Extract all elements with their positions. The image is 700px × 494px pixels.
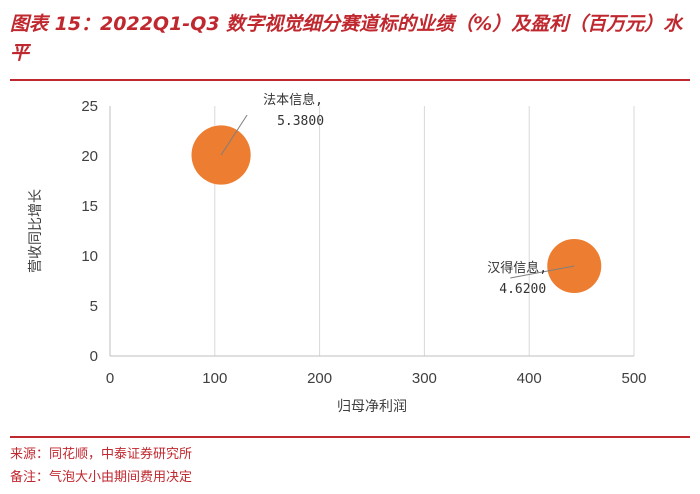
x-tick-label: 200 [307, 370, 332, 387]
y-tick-labels: 0 5 10 15 20 25 [81, 98, 98, 365]
leader-line [220, 114, 248, 156]
x-tick-label: 400 [517, 370, 542, 387]
gridlines [214, 106, 635, 356]
y-tick-label: 5 [90, 298, 98, 315]
bubble-chart: 0 5 10 15 20 25 0 100 200 300 400 500 营收同比增长 归母净利润… [28, 92, 647, 415]
data-label-value: 5.3800 [277, 114, 324, 129]
data-label-name: 汉得信息, [487, 260, 547, 276]
x-axis-label: 归母净利润 [337, 398, 407, 415]
y-tick-label: 25 [81, 98, 98, 115]
x-tick-labels: 0 100 200 300 400 500 [106, 370, 647, 387]
bubble-size-note: 备注：气泡大小由期间费用决定 [10, 470, 193, 485]
title-divider [10, 79, 690, 81]
footer-divider [10, 436, 690, 438]
leader-line [510, 265, 575, 279]
data-label-value: 4.6200 [499, 282, 546, 297]
bubbles: 法本信息, 5.3800 汉得信息, 4.6200 [191, 92, 602, 297]
x-tick-label: 0 [106, 370, 114, 387]
y-axis-label: 营收同比增长 [28, 189, 44, 273]
x-tick-label: 100 [202, 370, 227, 387]
y-tick-label: 15 [81, 198, 98, 215]
x-tick-label: 300 [412, 370, 437, 387]
source-note: 来源：同花顺，中泰证券研究所 [10, 447, 193, 462]
axes [109, 106, 634, 357]
x-tick-label: 500 [621, 370, 646, 387]
y-tick-label: 0 [90, 348, 98, 365]
y-tick-label: 20 [81, 148, 98, 165]
data-label-name: 法本信息, [263, 92, 323, 108]
y-tick-label: 10 [81, 248, 98, 265]
figure-title: 图表 15：2022Q1-Q3 数字视觉细分赛道标的业绩（%）及盈利（百万元）水… [10, 13, 683, 64]
